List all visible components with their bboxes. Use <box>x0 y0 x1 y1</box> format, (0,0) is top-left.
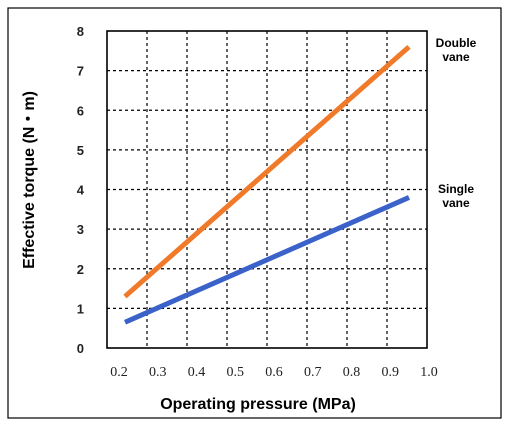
tick-labels: 0 1 2 3 4 5 6 7 8 0.2 0.3 0.4 0.5 0.6 0.7 0.8 0.9 1.0 <box>77 24 438 380</box>
x-tick-label: 0.4 <box>188 365 206 380</box>
double-vane-line <box>123 44 411 299</box>
plot-area <box>106 30 428 349</box>
outer-border <box>7 7 502 419</box>
y-tick-label: 0 <box>77 341 84 356</box>
single-vane-label: Single <box>438 182 474 196</box>
x-tick-label: 1.0 <box>420 365 438 380</box>
x-tick-label: 0.6 <box>265 365 283 380</box>
y-tick-label: 8 <box>77 24 84 39</box>
y-tick-label: 5 <box>77 143 84 158</box>
single-vane-line <box>123 195 411 325</box>
x-tick-label: 0.8 <box>343 365 361 380</box>
series-lines <box>123 44 411 325</box>
y-tick-label: 7 <box>77 64 84 79</box>
y-tick-label: 2 <box>77 262 84 277</box>
x-tick-label: 0.3 <box>149 365 167 380</box>
double-vane-label: vane <box>442 50 470 64</box>
y-tick-label: 4 <box>77 183 85 198</box>
x-tick-label: 0.9 <box>382 365 400 380</box>
x-tick-label: 0.5 <box>227 365 245 380</box>
y-tick-label: 6 <box>77 103 84 118</box>
double-vane-label: Double <box>436 36 477 50</box>
y-tick-label: 1 <box>77 301 84 316</box>
y-axis-label: Effective torque (N・m) <box>21 91 38 269</box>
single-vane-label: vane <box>442 196 470 210</box>
x-tick-label: 0.2 <box>110 365 128 380</box>
x-tick-label: 0.7 <box>304 365 322 380</box>
x-axis-label: Operating pressure (MPa) <box>160 396 356 413</box>
y-tick-label: 3 <box>77 222 84 237</box>
